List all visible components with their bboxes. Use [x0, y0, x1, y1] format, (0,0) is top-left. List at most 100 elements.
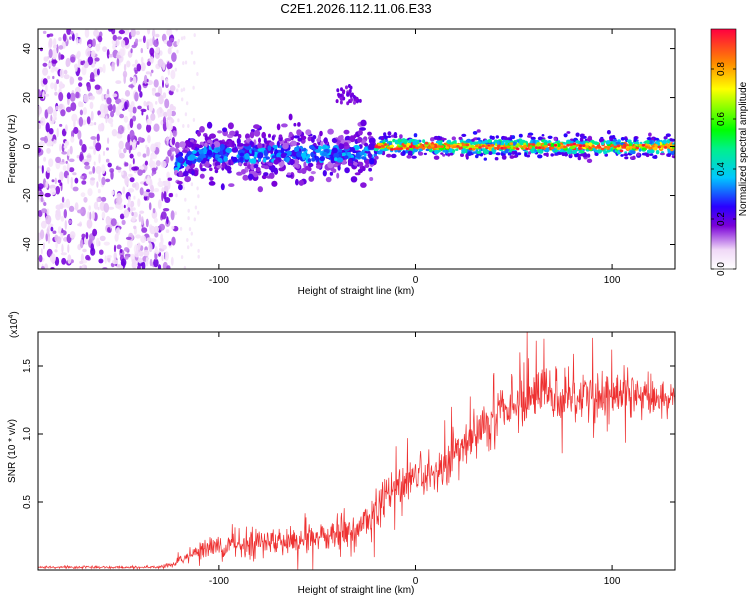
noise-blob	[149, 156, 153, 167]
band-onset-blob	[263, 137, 267, 144]
band-core	[500, 146, 504, 150]
noise-blob	[57, 179, 62, 183]
band-core	[481, 144, 485, 148]
band-core	[644, 145, 649, 149]
band-onset-blob	[272, 144, 279, 149]
band-core	[660, 144, 665, 148]
noise-blob	[92, 228, 98, 237]
band-core	[405, 147, 410, 151]
noise-blob	[145, 256, 149, 267]
noise-blob	[125, 236, 132, 240]
band-blob	[579, 133, 584, 138]
noise-blob	[132, 158, 135, 165]
band-onset-blob	[267, 145, 272, 152]
band-blob	[530, 136, 536, 140]
band-blob	[534, 149, 537, 153]
band-blob	[623, 153, 629, 157]
band-blob	[461, 133, 467, 137]
noise-blob	[43, 57, 49, 62]
noise-blob	[170, 210, 175, 221]
noise-blob	[166, 135, 169, 146]
noise-blob	[116, 244, 122, 250]
band-blob	[476, 137, 481, 141]
band-core	[471, 147, 476, 151]
band-blob	[667, 149, 671, 154]
feature-blob	[339, 93, 343, 98]
band-blob	[509, 155, 515, 159]
band-onset-blob	[336, 157, 344, 163]
band-blob	[593, 141, 600, 145]
noise-blob	[122, 186, 126, 195]
band-onset-blob	[364, 163, 370, 168]
band-onset-blob	[298, 179, 304, 186]
noise-blob	[172, 130, 177, 137]
noise-blob	[96, 68, 100, 76]
band-onset-blob	[315, 164, 322, 169]
band-onset-blob	[311, 157, 316, 162]
band-blob	[465, 139, 470, 143]
noise-blob	[148, 192, 155, 199]
band-onset-blob	[219, 143, 225, 151]
band-blob	[571, 150, 577, 153]
noise-blob	[98, 153, 101, 164]
band-onset-blob	[206, 149, 213, 156]
band-onset-blob	[241, 169, 246, 175]
band-blob	[470, 144, 475, 149]
noise-blob	[52, 75, 55, 80]
band-onset-blob	[257, 142, 263, 149]
band-blob	[566, 141, 571, 144]
noise-blob	[134, 59, 138, 65]
feature-blob	[337, 92, 341, 97]
noise-blob	[138, 213, 142, 223]
noise-blob	[73, 126, 79, 135]
noise-blob	[68, 158, 75, 163]
band-blob	[393, 132, 398, 137]
noise-blob	[111, 129, 118, 137]
band-core	[657, 145, 662, 149]
band-blob	[652, 146, 658, 151]
band-onset-blob	[343, 142, 349, 147]
band-onset-blob	[332, 138, 338, 143]
band-onset-blob	[229, 130, 236, 136]
noise-blob	[147, 134, 151, 144]
noise-blob	[157, 264, 162, 269]
band-blob	[518, 133, 523, 138]
svg-text:(x104): (x104)	[8, 311, 20, 338]
noise-blob	[131, 166, 138, 171]
noise-blob	[48, 38, 53, 48]
noise-blob	[71, 33, 75, 42]
noise-blob	[139, 91, 143, 98]
band-onset-blob	[196, 157, 202, 163]
band-blob	[458, 136, 463, 140]
noise-blob	[65, 198, 71, 209]
noise-blob	[155, 47, 160, 54]
noise-blob	[187, 124, 190, 128]
band-blob	[559, 149, 564, 153]
noise-blob	[67, 244, 70, 253]
noise-blob	[69, 145, 73, 155]
noise-blob	[130, 48, 133, 54]
band-core	[424, 141, 429, 145]
band-core	[588, 146, 592, 150]
noise-blob	[177, 118, 180, 123]
noise-blob	[190, 182, 194, 187]
noise-blob	[47, 236, 51, 244]
noise-blob	[79, 109, 83, 116]
noise-blob	[116, 196, 123, 205]
noise-blob	[134, 69, 138, 75]
band-blob	[550, 153, 554, 157]
band-core	[663, 146, 668, 149]
band-onset-blob	[337, 165, 341, 171]
noise-blob	[77, 130, 82, 140]
noise-blob	[169, 119, 172, 130]
noise-blob	[95, 142, 102, 152]
band-core	[651, 144, 655, 148]
band-onset-blob	[178, 170, 183, 177]
noise-blob	[110, 170, 114, 180]
noise-blob	[58, 92, 64, 102]
noise-blob	[126, 60, 131, 68]
noise-blob	[41, 165, 44, 174]
band-blob	[373, 147, 379, 152]
noise-blob	[110, 110, 115, 118]
band-blob	[649, 149, 655, 154]
